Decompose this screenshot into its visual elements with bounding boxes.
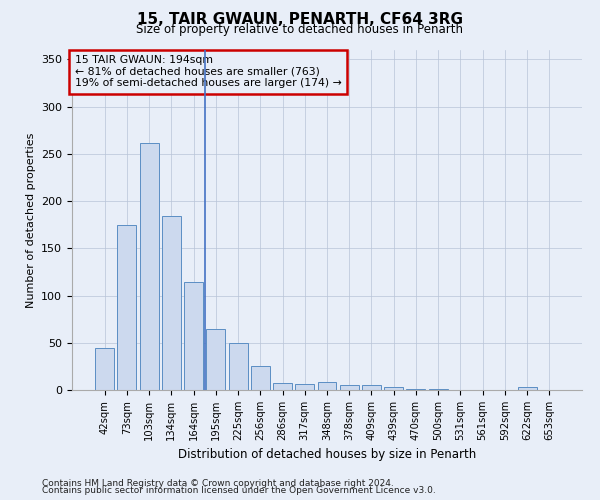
Bar — [406, 389, 425, 390]
Text: Contains HM Land Registry data © Crown copyright and database right 2024.: Contains HM Land Registry data © Crown c… — [42, 478, 394, 488]
Bar — [518, 387, 536, 390]
Bar — [184, 282, 203, 390]
Bar — [384, 387, 403, 390]
X-axis label: Distribution of detached houses by size in Penarth: Distribution of detached houses by size … — [178, 448, 476, 462]
Bar — [118, 224, 136, 390]
Bar — [206, 328, 225, 390]
Text: Contains public sector information licensed under the Open Government Licence v3: Contains public sector information licen… — [42, 486, 436, 495]
Text: 15, TAIR GWAUN, PENARTH, CF64 3RG: 15, TAIR GWAUN, PENARTH, CF64 3RG — [137, 12, 463, 28]
Bar — [340, 386, 359, 390]
Bar — [273, 384, 292, 390]
Text: 15 TAIR GWAUN: 194sqm
← 81% of detached houses are smaller (763)
19% of semi-det: 15 TAIR GWAUN: 194sqm ← 81% of detached … — [74, 55, 341, 88]
Bar — [140, 144, 158, 390]
Bar — [95, 348, 114, 390]
Bar — [295, 384, 314, 390]
Bar — [229, 343, 248, 390]
Bar — [251, 366, 270, 390]
Text: Size of property relative to detached houses in Penarth: Size of property relative to detached ho… — [137, 22, 464, 36]
Bar — [362, 386, 381, 390]
Bar — [317, 382, 337, 390]
Bar — [162, 216, 181, 390]
Y-axis label: Number of detached properties: Number of detached properties — [26, 132, 35, 308]
Bar — [429, 389, 448, 390]
